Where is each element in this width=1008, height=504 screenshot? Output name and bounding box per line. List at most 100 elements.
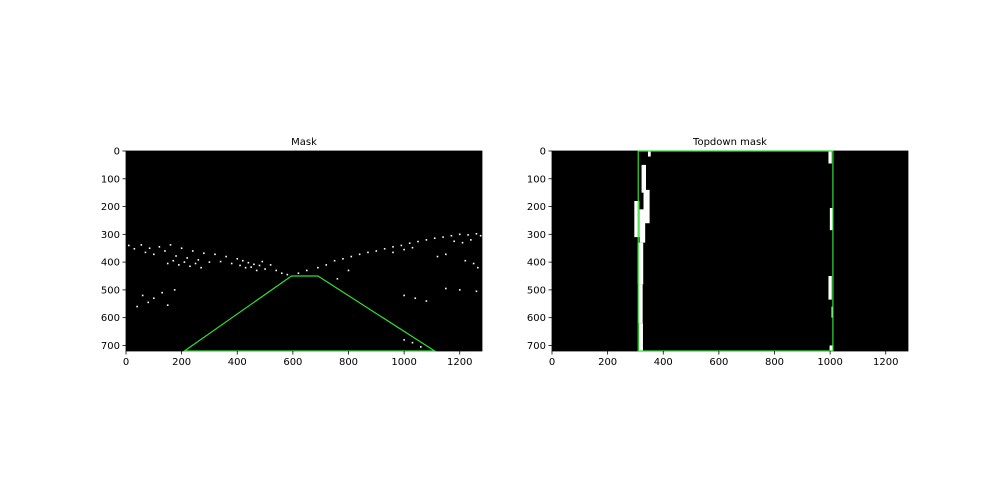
mask-pixel-69 [467,234,469,236]
mask-y-tick-label-500: 500 [101,285,120,296]
mask-x-tick-label-0: 0 [123,357,129,368]
topdown-lane-blob-2 [643,189,650,224]
topdown-x-axis: 0 200 400 600 800 1000 1200 [549,351,898,368]
mask-pixel-38 [141,294,144,297]
mask-y-tick-label-700: 700 [101,341,120,352]
mask-pixel-89 [458,289,461,291]
topdown-subplot: Topdown mask 0 200 400 600 800 1000 1200 0 100 2… [527,137,909,368]
mask-pixel-52 [325,264,328,266]
mask-pixel-88 [445,287,447,290]
mask-pixel-66 [442,236,444,238]
mask-pixel-63 [417,240,419,243]
mask-pixel-19 [230,262,233,265]
topdown-y-tick-label-200: 200 [527,202,546,213]
mask-pixel-73 [461,241,464,244]
mask-pixel-80 [472,262,475,265]
mask-x-tick-label-1000: 1000 [391,357,416,368]
mask-pixel-47 [280,272,283,275]
topdown-x-tick-label-600: 600 [709,357,728,368]
topdown-lane-pixels [634,151,834,351]
mask-pixel-83 [347,269,350,272]
mask-pixel-53 [333,259,336,262]
topdown-lane-blob-8 [828,151,832,164]
mask-pixel-90 [475,290,478,293]
mask-x-axis: 0 200 400 600 800 1000 1200 [123,351,472,368]
topdown-x-tick-label-1200: 1200 [873,357,898,368]
mask-pixel-34 [183,261,186,263]
mask-pixels [127,232,482,348]
mask-pixel-22 [242,259,244,262]
topdown-lane-blob-6 [638,284,643,324]
mask-pixel-92 [411,341,414,344]
mask-pixel-20 [236,257,239,260]
mask-title: Mask [291,137,317,148]
mask-y-tick-label-600: 600 [101,313,120,324]
mask-x-tick-label-800: 800 [339,357,358,368]
mask-pixel-74 [453,240,455,243]
mask-pixel-62 [408,242,411,245]
mask-pixel-16 [214,253,216,256]
mask-pixel-2 [140,244,143,246]
mask-pixel-72 [470,239,472,241]
mask-pixel-87 [425,300,428,302]
mask-pixel-70 [475,232,478,235]
topdown-title: Topdown mask [692,137,767,148]
mask-pixel-7 [164,250,166,252]
mask-pixel-33 [178,264,180,266]
mask-pixel-51 [317,266,319,269]
topdown-lane-blob-3 [634,201,640,238]
topdown-y-tick-label-600: 600 [527,313,546,324]
mask-pixel-25 [250,266,252,268]
mask-pixel-3 [144,251,147,254]
mask-pixel-84 [336,277,339,280]
mask-pixel-28 [258,264,261,267]
mask-pixel-81 [477,266,479,269]
topdown-y-tick-label-500: 500 [527,285,546,296]
mask-x-tick-label-1200: 1200 [447,357,472,368]
mask-pixel-61 [400,244,403,247]
topdown-y-tick-label-300: 300 [527,230,546,241]
mask-pixel-50 [305,269,308,272]
mask-pixel-5 [153,253,155,256]
mask-pixel-86 [414,297,417,300]
mask-pixel-54 [342,257,344,260]
mask-pixel-37 [200,266,202,269]
mask-pixel-85 [403,294,405,297]
topdown-y-tick-label-400: 400 [527,258,546,269]
mask-pixel-58 [375,250,378,252]
mask-pixel-29 [261,260,264,263]
mask-pixel-59 [383,247,386,250]
mask-x-tick-label-200: 200 [172,357,191,368]
mask-image [125,150,483,352]
mask-pixel-17 [219,260,222,263]
topdown-y-tick-label-700: 700 [527,341,546,352]
mask-pixel-35 [189,265,191,268]
mask-pixel-75 [403,248,405,251]
topdown-x-tick-label-400: 400 [654,357,673,368]
topdown-x-tick-label-200: 200 [598,357,617,368]
mask-pixel-30 [264,268,266,270]
mask-y-tick-label-0: 0 [114,147,120,158]
topdown-x-tick-label-0: 0 [549,357,555,368]
mask-pixel-18 [225,255,227,258]
mask-pixel-31 [166,262,169,265]
mask-pixel-23 [244,266,247,269]
mask-pixel-45 [269,264,272,266]
mask-pixel-36 [194,262,197,265]
topdown-lane-blob-10 [828,276,832,300]
mask-pixel-9 [175,255,177,257]
mask-pixel-49 [297,272,300,275]
mask-pixel-41 [161,291,163,294]
mask-pixel-42 [166,304,169,306]
mask-pixel-14 [203,252,205,255]
mask-pixel-67 [450,234,453,237]
topdown-region-outline [637,150,834,352]
mask-pixel-48 [286,273,289,276]
mask-pixel-6 [158,246,161,248]
mask-pixel-79 [445,253,447,256]
mask-pixel-55 [350,255,353,258]
topdown-x-tick-label-1000: 1000 [817,357,842,368]
topdown-image [551,150,909,352]
mask-pixel-93 [420,346,422,348]
